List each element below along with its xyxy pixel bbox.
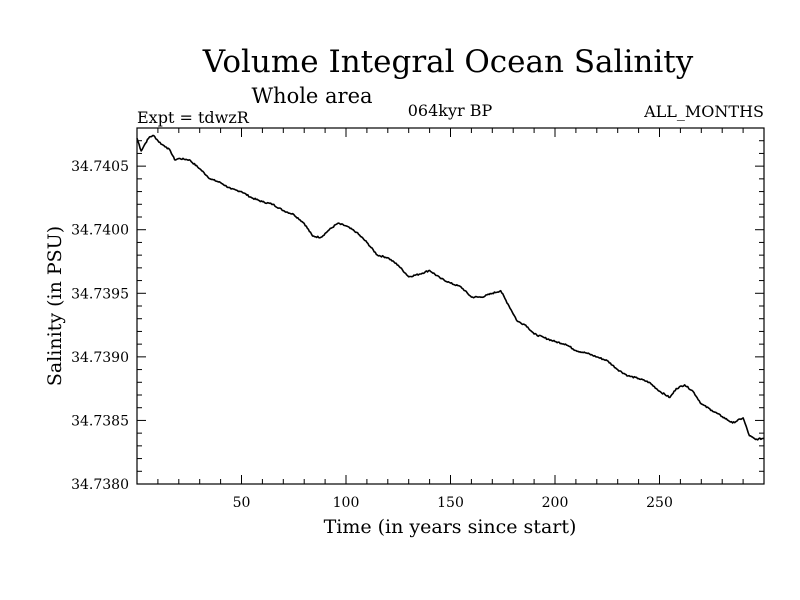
x-tick-label: 50 [233,495,251,511]
axis-ticks [137,128,764,484]
y-tick-labels: 34.7380 34.7385 34.7390 34.7395 34.7400 34.74… [71,159,129,493]
y-tick-label: 34.7400 [71,223,129,239]
x-tick-label: 150 [437,495,464,511]
plot-frame [136,127,765,485]
y-tick-label: 34.7380 [71,477,129,493]
y-axis-label: Salinity (in PSU) [44,226,66,386]
y-tick-label: 34.7385 [71,413,129,429]
experiment-label: Expt = tdwzR [137,108,250,127]
x-tick-label: 250 [646,495,673,511]
period-label: 064kyr BP [408,101,493,120]
chart-title: Volume Integral Ocean Salinity [202,44,694,80]
y-tick-label: 34.7395 [71,286,129,302]
months-label: ALL_MONTHS [643,102,764,121]
x-axis-label: Time (in years since start) [324,516,577,538]
y-tick-label: 34.7390 [71,350,129,366]
chart-subtitle: Whole area [251,84,372,108]
y-tick-label: 34.7405 [71,159,129,175]
x-tick-label: 200 [542,495,569,511]
x-tick-labels: 50 100 150 200 250 [233,495,673,511]
x-tick-label: 100 [333,495,360,511]
salinity-series-line [136,134,765,441]
